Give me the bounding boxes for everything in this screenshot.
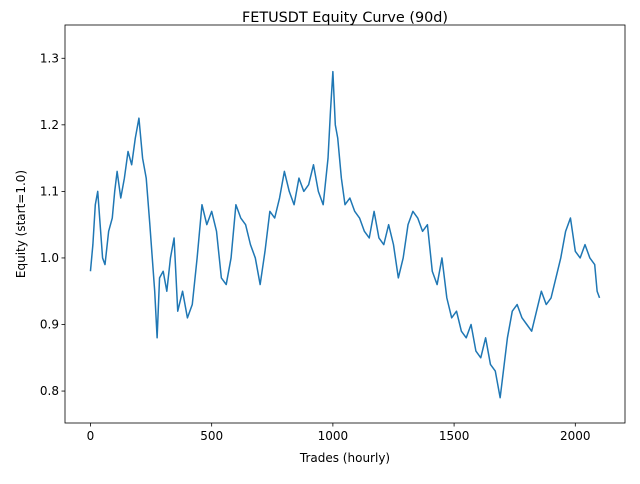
y-tick-label: 1.1	[40, 184, 59, 198]
x-tick-label: 0	[87, 429, 95, 443]
x-tick-label: 500	[200, 429, 223, 443]
y-tick-label: 1.2	[40, 118, 59, 132]
y-axis-label: Equity (start=1.0)	[14, 170, 28, 278]
y-tick-label: 1.3	[40, 51, 59, 65]
x-tick-label: 1000	[318, 429, 349, 443]
x-tick-label: 1500	[439, 429, 470, 443]
chart-title: FETUSDT Equity Curve (90d)	[242, 10, 448, 26]
equity-line	[89, 70, 601, 399]
y-tick-label: 0.9	[40, 317, 59, 331]
plot-frame	[64, 24, 626, 424]
x-tick-label: 2000	[560, 429, 591, 443]
y-tick-label: 0.8	[40, 384, 59, 398]
x-axis-label: Trades (hourly)	[299, 451, 390, 465]
y-tick-label: 1.0	[40, 251, 59, 265]
